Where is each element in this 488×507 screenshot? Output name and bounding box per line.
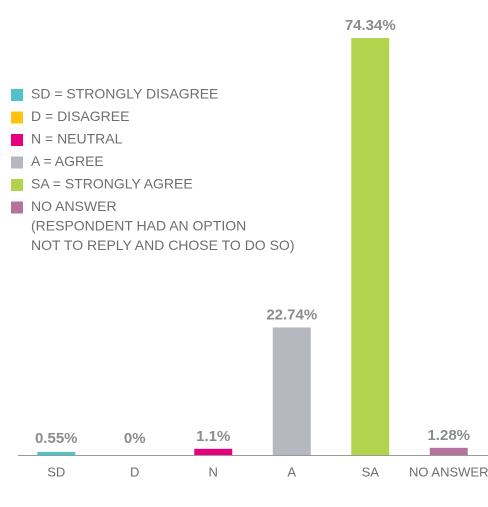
x-tick-label: SD [47,464,65,479]
bar [351,38,390,455]
value-label: 0% [124,430,146,447]
legend-label: NOT TO REPLY AND CHOSE TO DO SO) [31,237,294,253]
value-label: 1.1% [196,428,230,445]
legend-swatch [11,134,23,146]
value-label: 74.34% [345,17,396,34]
x-tick-label: N [209,464,218,479]
legend-label: (RESPONDENT HAD AN OPTION [31,218,246,234]
legend-swatch [11,156,23,169]
value-label: 1.28% [427,427,470,444]
bar [272,327,311,455]
bar [37,451,76,455]
legend-label: SD = STRONGLY DISAGREE [31,86,218,102]
x-tick-label: SA [362,464,380,479]
x-tick-label: NO ANSWER [409,464,488,479]
bar [429,447,468,455]
value-label: 22.74% [266,306,317,323]
legend-label: D = DISAGREE [31,108,129,124]
x-tick-label: D [130,464,139,479]
legend-swatch [11,89,23,101]
legend-label: SA = STRONGLY AGREE [31,176,193,192]
bar [194,448,233,455]
legend-swatch [11,111,23,124]
legend-label: N = NEUTRAL [31,131,123,147]
x-tick-label: A [287,464,296,479]
legend-label: NO ANSWER [31,198,117,214]
legend-label: A = AGREE [31,153,104,169]
legend-swatch [11,201,23,214]
value-label: 0.55% [35,430,78,447]
legend-swatch [11,179,23,191]
